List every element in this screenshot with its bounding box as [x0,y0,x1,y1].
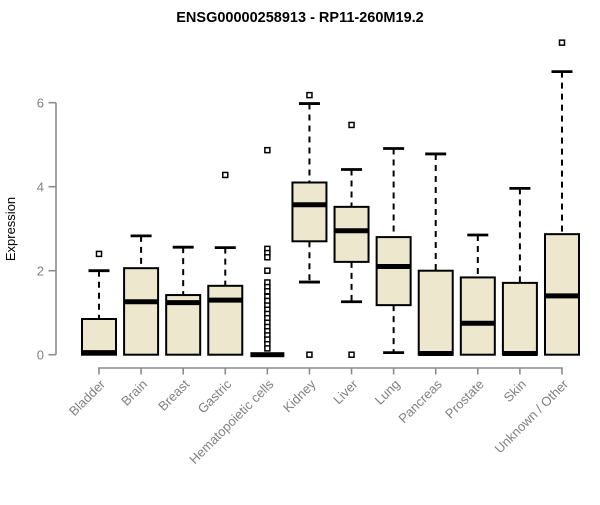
box-rect [123,267,160,356]
box-group-gastric [207,171,244,356]
x-tick-label: Gastric [195,376,235,416]
x-tick-label: Bladder [66,376,109,419]
box-series [81,39,580,358]
x-tick-label: Skin [501,377,529,405]
y-tick-label: 6 [37,95,44,110]
box-group-skin [501,186,538,356]
y-tick-label: 0 [37,347,44,362]
outlier-point [264,254,271,261]
box-rect [291,181,328,243]
x-tick-label: Breast [155,376,192,413]
x-tick-label: Kidney [280,376,319,415]
x-tick-label: Brain [118,377,150,409]
box-group-hematopoietic-cells [250,146,285,358]
box-rect [333,205,370,263]
x-tick-label: Liver [330,376,361,407]
box-group-brain [123,234,160,356]
outlier-point [306,91,313,99]
box-rect [207,284,244,356]
y-axis-title: Expression [3,197,18,261]
outlier-point [348,351,355,358]
box-group-liver [333,121,370,358]
box-rect [375,236,412,307]
x-tick-label: Prostate [442,377,487,422]
x-tick-label: Pancreas [395,376,445,426]
box-group-bladder [81,250,117,356]
x-tick-label: Lung [372,377,403,408]
outlier-point [558,39,566,46]
box-group-kidney [291,91,328,358]
x-tick-label: Unknown / Other [492,376,572,456]
outlier-point [264,267,271,274]
box-group-breast [165,245,202,356]
outlier-point [264,345,271,352]
chart-title: ENSG00000258913 - RP11-260M19.2 [176,10,423,26]
outlier-point [306,351,313,358]
outlier-point [264,288,271,295]
outlier-point [348,121,355,129]
outlier-point [264,146,271,154]
box-group-unknown-other [543,39,580,356]
y-tick-label: 4 [37,179,44,194]
y-tick-label: 2 [37,263,44,278]
box-rect [459,276,496,356]
outlier-point [95,250,103,258]
outlier-point [222,171,229,179]
box-group-lung [375,147,412,355]
box-rect [501,281,538,356]
box-group-pancreas [417,152,454,356]
box-rect [417,269,454,356]
box-rect [81,318,117,356]
collapsed-box [250,352,285,358]
box-group-prostate [459,233,496,356]
